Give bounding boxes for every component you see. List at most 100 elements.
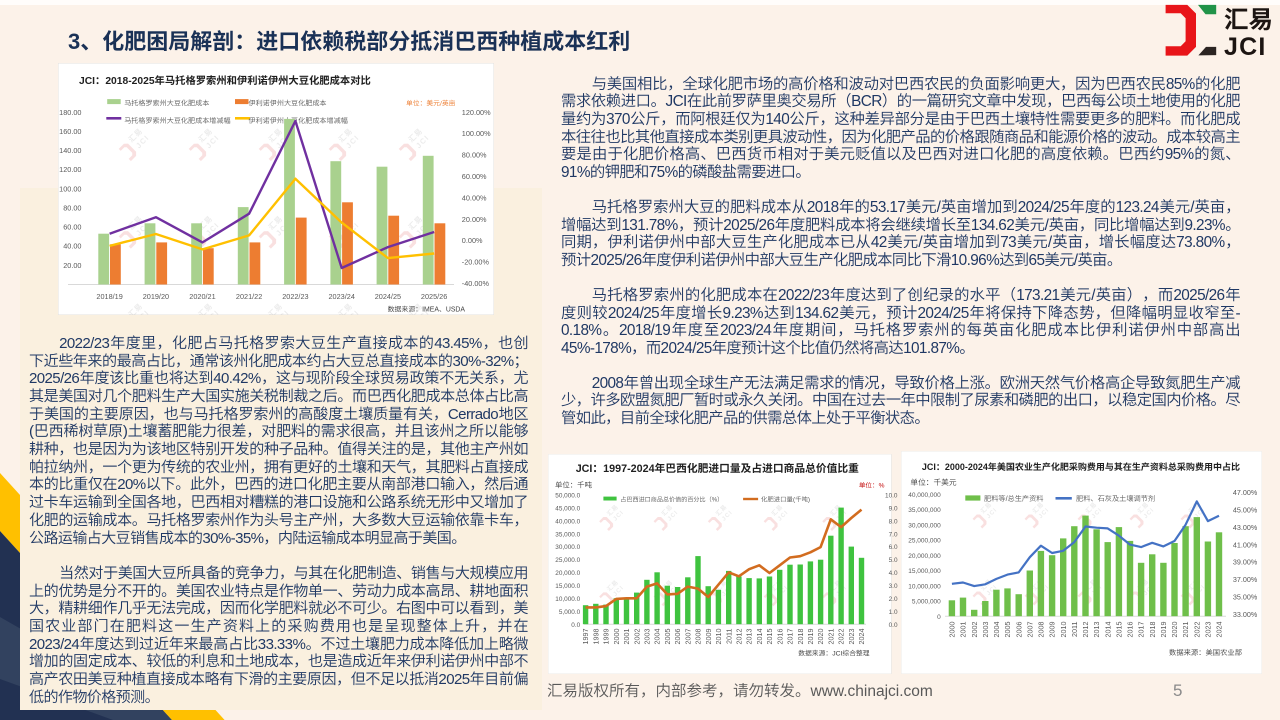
svg-text:5,000.0: 5,000.0	[559, 607, 581, 616]
svg-text:2022/23: 2022/23	[282, 292, 308, 302]
svg-text:30,000,000: 30,000,000	[908, 519, 941, 529]
svg-text:2019/20: 2019/20	[142, 292, 168, 302]
svg-text:40,000.0: 40,000.0	[555, 516, 580, 525]
svg-text:0.00%: 0.00%	[461, 236, 482, 246]
svg-text:马托格罗索州大豆化肥成本增减幅: 马托格罗索州大豆化肥成本增减幅	[124, 116, 230, 126]
svg-text:35,000.0: 35,000.0	[555, 529, 580, 538]
svg-text:肥料等/总生产资料: 肥料等/总生产资料	[984, 494, 1044, 504]
svg-text:JCI: JCI	[1224, 27, 1267, 58]
svg-text:30,000.0: 30,000.0	[555, 542, 580, 551]
svg-text:2007: 2007	[1025, 622, 1035, 638]
svg-text:占巴西进口商品总价值的百分比（%）: 占巴西进口商品总价值的百分比（%）	[620, 494, 723, 503]
svg-text:单位：%: 单位：%	[859, 480, 885, 490]
svg-text:4.0: 4.0	[889, 568, 898, 577]
svg-text:2005: 2005	[1003, 622, 1013, 638]
svg-text:180.00: 180.00	[59, 108, 81, 118]
svg-text:0: 0	[937, 611, 941, 621]
svg-text:2010: 2010	[1058, 622, 1068, 638]
svg-text:40,000,000: 40,000,000	[908, 489, 941, 499]
svg-text:2002: 2002	[969, 622, 979, 638]
svg-text:10.0: 10.0	[885, 490, 898, 499]
svg-text:43.00%: 43.00%	[1233, 523, 1258, 533]
svg-text:35,000,000: 35,000,000	[908, 504, 941, 514]
svg-text:25,000.0: 25,000.0	[555, 555, 580, 564]
svg-text:2024: 2024	[1214, 622, 1224, 638]
svg-text:2013: 2013	[745, 629, 755, 645]
svg-text:47.00%: 47.00%	[1233, 488, 1258, 498]
svg-text:单位：美元/英亩: 单位：美元/英亩	[406, 98, 456, 108]
svg-text:-40.00%: -40.00%	[461, 279, 489, 289]
svg-text:0.0: 0.0	[571, 620, 580, 629]
svg-text:9.0: 9.0	[889, 503, 898, 512]
svg-text:20,000.0: 20,000.0	[555, 568, 580, 577]
svg-text:2018: 2018	[796, 629, 806, 645]
svg-text:JCI：2018-2025年马托格罗索州和伊利诺伊州大豆化肥: JCI：2018-2025年马托格罗索州和伊利诺伊州大豆化肥成本对比	[79, 72, 371, 87]
svg-text:2000: 2000	[612, 629, 622, 645]
svg-text:2021/22: 2021/22	[235, 292, 261, 302]
svg-text:25,000,000: 25,000,000	[908, 535, 941, 545]
svg-text:2020/21: 2020/21	[189, 292, 215, 302]
svg-text:2001: 2001	[958, 622, 968, 638]
svg-text:2004: 2004	[653, 629, 663, 645]
svg-text:39.00%: 39.00%	[1233, 558, 1258, 568]
svg-text:2018/19: 2018/19	[96, 292, 122, 302]
svg-text:2016: 2016	[1125, 622, 1135, 638]
svg-text:120.00%: 120.00%	[461, 108, 490, 118]
svg-text:伊利诺伊州大豆化肥成本增减幅: 伊利诺伊州大豆化肥成本增减幅	[248, 116, 347, 126]
svg-text:2007: 2007	[683, 629, 693, 645]
svg-text:2013: 2013	[1092, 622, 1102, 638]
svg-text:2022: 2022	[837, 629, 847, 645]
svg-text:80.00%: 80.00%	[461, 151, 486, 161]
svg-text:2.0: 2.0	[889, 594, 898, 603]
svg-text:160.00: 160.00	[59, 127, 81, 137]
svg-text:120.00: 120.00	[59, 165, 81, 175]
svg-text:2020: 2020	[1170, 622, 1180, 638]
svg-text:2019: 2019	[806, 629, 816, 645]
svg-text:2001: 2001	[622, 629, 632, 645]
svg-text:33.00%: 33.00%	[1233, 610, 1258, 620]
svg-text:2012: 2012	[735, 629, 745, 645]
svg-text:60.00%: 60.00%	[461, 172, 486, 182]
svg-text:数据来源：JCI综合整理: 数据来源：JCI综合整理	[798, 648, 870, 658]
svg-text:2008: 2008	[1036, 622, 1046, 638]
svg-text:0.0: 0.0	[889, 620, 898, 629]
svg-text:80.00: 80.00	[63, 203, 81, 213]
svg-text:40.00%: 40.00%	[461, 193, 486, 203]
svg-text:2017: 2017	[786, 629, 796, 645]
svg-text:2000: 2000	[947, 622, 957, 638]
svg-text:100.00: 100.00	[59, 184, 81, 194]
svg-text:37.00%: 37.00%	[1233, 575, 1258, 585]
svg-text:2020: 2020	[816, 629, 826, 645]
svg-text:45.00%: 45.00%	[1233, 505, 1258, 515]
svg-text:2004: 2004	[992, 622, 1002, 638]
svg-text:2017: 2017	[1136, 622, 1146, 638]
svg-text:汇易: 汇易	[1224, 4, 1273, 36]
svg-text:2021: 2021	[826, 629, 836, 645]
svg-text:10,000,000: 10,000,000	[908, 580, 941, 590]
svg-text:马托格罗索州大豆化肥成本: 马托格罗索州大豆化肥成本	[124, 99, 209, 109]
svg-text:20.00: 20.00	[63, 261, 81, 271]
svg-text:JCI：2000-2024年美国农业生产化肥采购费用与其在生: JCI：2000-2024年美国农业生产化肥采购费用与其在生产资料总采购费用中占…	[922, 460, 1240, 473]
svg-text:60.00: 60.00	[63, 223, 81, 233]
svg-text:41.00%: 41.00%	[1233, 540, 1258, 550]
svg-text:2019: 2019	[1159, 622, 1169, 638]
svg-text:2015: 2015	[1114, 622, 1124, 638]
svg-text:140.00: 140.00	[59, 146, 81, 156]
svg-text:6.0: 6.0	[889, 542, 898, 551]
svg-text:15,000,000: 15,000,000	[908, 565, 941, 575]
svg-text:2024: 2024	[857, 629, 867, 645]
svg-text:2005: 2005	[663, 629, 673, 645]
svg-text:1999: 1999	[602, 629, 612, 645]
svg-text:5.0: 5.0	[889, 555, 898, 564]
svg-text:20,000,000: 20,000,000	[908, 550, 941, 560]
svg-text:2023: 2023	[1203, 622, 1213, 638]
svg-text:2009: 2009	[1047, 622, 1057, 638]
svg-text:JCI：1997-2024年巴西化肥进口量及占进口商品总价值: JCI：1997-2024年巴西化肥进口量及占进口商品总价值比重	[576, 461, 859, 476]
svg-text:单位：千吨: 单位：千吨	[555, 480, 593, 491]
svg-text:2023: 2023	[847, 629, 857, 645]
svg-text:2011: 2011	[1070, 622, 1080, 637]
svg-text:-20.00%: -20.00%	[461, 258, 489, 268]
svg-text:2003: 2003	[981, 622, 991, 638]
svg-text:45,000.0: 45,000.0	[555, 503, 580, 512]
svg-text:2022: 2022	[1192, 622, 1202, 638]
